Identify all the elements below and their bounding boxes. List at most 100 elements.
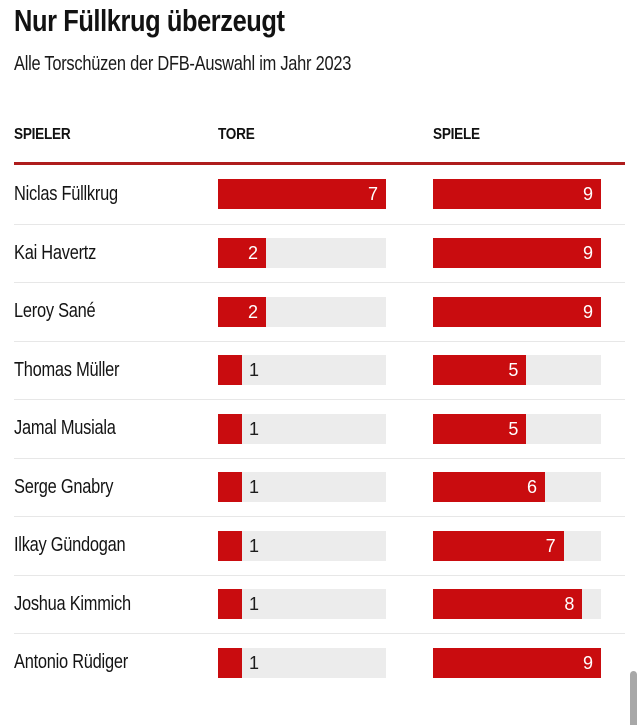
spiele-bar-track: 9 [433,647,601,678]
tore-bar-fill: 2 [218,238,266,269]
column-header-spiele: SPIELE [433,126,480,143]
tore-bar-cell: 1 [218,472,433,503]
spiele-value-label: 9 [582,243,593,264]
tore-value-label: 2 [247,243,258,264]
tore-value-label: 1 [249,360,260,381]
spiele-bar-fill: 9 [433,238,601,269]
tore-value-label: 1 [249,477,260,498]
spiele-bar-cell: 6 [433,472,601,503]
spiele-bar-fill: 8 [433,589,583,620]
player-name: Joshua Kimmich [14,592,131,615]
page-title: Nur Füllkrug überzeugt [14,3,625,38]
table-row: Leroy Sané 2 9 [14,282,625,341]
player-name: Serge Gnabry [14,475,114,498]
player-name: Kai Havertz [14,241,97,264]
table-header: SPIELER TORE SPIELE [14,127,625,143]
tore-bar-cell: 2 [218,296,433,327]
tore-bar-fill [218,413,242,444]
tore-bar-cell: 1 [218,647,433,678]
chart-subtitle-text: Alle Torschüzen der DFB-Auswahl im Jahr … [14,53,352,75]
spiele-bar-fill: 9 [433,296,601,327]
column-header-tore: TORE [218,126,255,143]
spiele-bar-cell: 5 [433,413,601,444]
spiele-bar-track: 9 [433,238,601,269]
spiele-bar-fill: 6 [433,472,545,503]
tore-bar-cell: 2 [218,238,433,269]
spiele-bar-fill: 9 [433,179,601,210]
spiele-bar-track: 7 [433,530,601,561]
spiele-bar-cell: 5 [433,355,601,386]
tore-value-label: 7 [367,184,378,205]
table-row: Serge Gnabry 1 6 [14,457,625,517]
spiele-value-label: 9 [582,184,593,205]
tore-bar-fill: 2 [218,296,266,327]
tore-value-label: 1 [249,418,260,439]
tore-bar-track: 7 [218,179,386,210]
player-name: Niclas Füllkrug [14,182,118,205]
spiele-bar-cell: 9 [433,296,601,327]
tore-bar-cell: 1 [218,355,433,386]
spiele-bar-fill: 5 [433,413,527,444]
spiele-value-label: 6 [526,477,537,498]
table-body: Niclas Füllkrug 7 9 Kai Havertz 2 [14,165,625,692]
tore-bar-cell: 1 [218,530,433,561]
spiele-bar-track: 8 [433,589,601,620]
tore-bar-track: 2 [218,238,386,269]
tore-value-label: 2 [247,301,258,322]
table-row: Antonio Rüdiger 1 9 [14,633,625,692]
scrollbar-thumb[interactable] [630,671,637,725]
tore-bar-cell: 1 [218,589,433,620]
player-name: Jamal Musiala [14,417,116,440]
tore-bar-track: 1 [218,355,386,386]
player-name: Ilkay Gündogan [14,534,126,557]
spiele-bar-cell: 9 [433,179,601,210]
table-row: Thomas Müller 1 5 [14,340,625,400]
tore-bar-track: 1 [218,589,386,620]
tore-bar-track: 1 [218,647,386,678]
tore-value-label: 1 [249,535,260,556]
chart-subtitle: Alle Torschüzen der DFB-Auswahl im Jahr … [14,52,625,77]
tore-bar-track: 2 [218,296,386,327]
tore-bar-cell: 7 [218,179,433,210]
spiele-value-label: 7 [545,535,556,556]
spiele-bar-track: 5 [433,355,601,386]
table-row: Kai Havertz 2 9 [14,223,625,283]
spiele-value-label: 5 [508,360,519,381]
player-name: Antonio Rüdiger [14,651,128,674]
header-rule [14,162,625,165]
player-name: Thomas Müller [14,358,120,381]
tore-bar-cell: 1 [218,413,433,444]
tore-bar-fill [218,355,242,386]
spiele-bar-fill: 7 [433,530,564,561]
spiele-bar-fill: 5 [433,355,527,386]
spiele-value-label: 8 [564,594,575,615]
page-title-text: Nur Füllkrug überzeugt [14,3,285,38]
spiele-bar-track: 6 [433,472,601,503]
tore-bar-fill: 7 [218,179,386,210]
tore-value-label: 1 [249,652,260,673]
tore-bar-fill [218,589,242,620]
spiele-bar-track: 9 [433,296,601,327]
tore-value-label: 1 [249,594,260,615]
table-row: Niclas Füllkrug 7 9 [14,165,625,224]
spiele-bar-fill: 9 [433,647,601,678]
spiele-bar-cell: 7 [433,530,601,561]
spiele-bar-track: 9 [433,179,601,210]
spiele-value-label: 9 [582,301,593,322]
spiele-bar-cell: 9 [433,647,601,678]
tore-bar-fill [218,647,242,678]
spiele-value-label: 5 [508,418,519,439]
spiele-bar-track: 5 [433,413,601,444]
column-header-spieler: SPIELER [14,126,71,143]
player-name: Leroy Sané [14,300,96,323]
table-row: Jamal Musiala 1 5 [14,399,625,458]
tore-bar-fill [218,472,242,503]
spiele-bar-cell: 9 [433,238,601,269]
tore-bar-track: 1 [218,413,386,444]
tore-bar-track: 1 [218,530,386,561]
chart-page: Nur Füllkrug überzeugt Alle Torschüzen d… [0,3,640,725]
table-row: Joshua Kimmich 1 8 [14,574,625,634]
table-row: Ilkay Gündogan 1 7 [14,516,625,575]
tore-bar-fill [218,530,242,561]
tore-bar-track: 1 [218,472,386,503]
